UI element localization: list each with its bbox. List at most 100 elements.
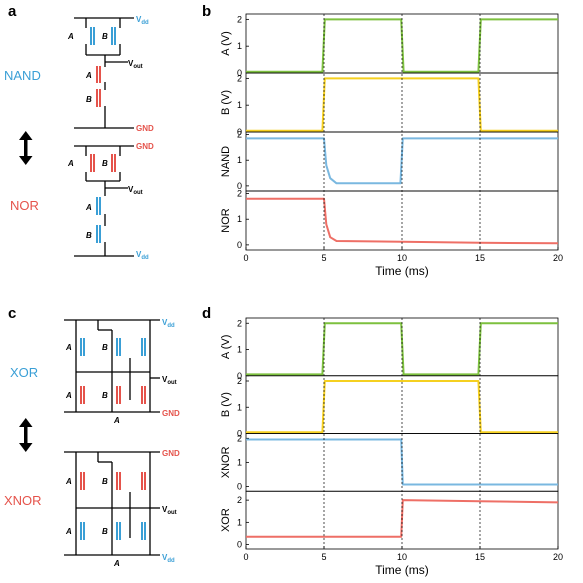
- y-tick-label: 2: [237, 433, 242, 443]
- vout-label: Vout: [162, 375, 177, 386]
- y-tick-label: 0: [237, 429, 242, 439]
- panel-label-c: c: [8, 305, 16, 322]
- y-tick-label: 0: [237, 240, 242, 250]
- input-b-label: B: [102, 391, 108, 400]
- y-tick-label: 2: [237, 376, 242, 386]
- y-tick-label: 1: [237, 155, 242, 165]
- xor-transistors: [80, 338, 146, 404]
- nor-transistors: [90, 154, 116, 243]
- chart-panel-d: 0 1 2 A (V) 0 1 2 B (V) 0 1 2 XNOR 0 1 2 XOR 0 5 10 15 20 Tim…: [220, 317, 563, 577]
- x-axis-label: Time (ms): [375, 563, 429, 577]
- y-tick-label: 1: [237, 517, 242, 527]
- series-line: [246, 197, 559, 245]
- input-a-label: A: [65, 527, 72, 536]
- subplot-frame: [245, 375, 559, 434]
- x-tick-label: 10: [397, 552, 407, 562]
- y-axis-label: XNOR: [220, 446, 232, 478]
- gnd-label: GND: [162, 449, 180, 458]
- series-line: [246, 77, 558, 132]
- input-a-label: A: [67, 32, 74, 41]
- x-axis-label: Time (ms): [375, 264, 429, 278]
- y-axis-label: B (V): [220, 392, 232, 417]
- panel-label-d: d: [202, 305, 211, 322]
- input-a-label: A: [67, 159, 74, 168]
- y-tick-label: 0: [237, 68, 242, 78]
- input-b-label: B: [102, 32, 108, 41]
- chart-panel-b: 0 1 2 A (V) 0 1 2 B (V) 0 1 2 NAND 0 1 2 NOR 0 5 10 15 20 Tim…: [220, 13, 563, 278]
- x-tick-label: 15: [475, 253, 485, 263]
- xnor-transistors: [80, 472, 146, 540]
- y-tick-label: 1: [237, 345, 242, 355]
- vdd-label: Vdd: [162, 553, 175, 564]
- y-axis-label: NAND: [220, 146, 232, 177]
- vdd-label: Vdd: [136, 250, 149, 261]
- x-tick-label: 5: [321, 253, 326, 263]
- nand-transistors: [90, 27, 116, 107]
- y-tick-label: 2: [237, 130, 242, 140]
- y-tick-label: 2: [237, 189, 242, 199]
- input-a-label: A: [65, 343, 72, 352]
- nor-schematic: [74, 145, 134, 257]
- input-b-label: B: [102, 527, 108, 536]
- y-axis-label: B (V): [220, 90, 232, 115]
- gate-name-nor: NOR: [10, 198, 39, 213]
- gnd-label: GND: [136, 142, 154, 151]
- gate-name-xor: XOR: [10, 365, 38, 380]
- input-a-label: A: [85, 203, 92, 212]
- input-a-label: A: [65, 477, 72, 486]
- y-tick-label: 1: [237, 100, 242, 110]
- vdd-label: Vdd: [162, 318, 175, 329]
- vout-label: Vout: [128, 185, 143, 196]
- y-tick-label: 2: [237, 318, 242, 328]
- y-tick-label: 1: [237, 41, 242, 51]
- x-tick-label: 20: [553, 253, 563, 263]
- input-b-label: B: [102, 477, 108, 486]
- x-tick-label: 5: [321, 552, 326, 562]
- y-axis-label: A (V): [220, 335, 232, 359]
- series-line: [246, 137, 558, 185]
- gate-name-nand: NAND: [4, 68, 41, 83]
- input-b-label: B: [86, 231, 92, 240]
- y-tick-label: 1: [237, 402, 242, 412]
- y-tick-label: 2: [237, 73, 242, 83]
- y-axis-label: XOR: [220, 508, 232, 532]
- xor-schematic: [64, 319, 160, 413]
- input-a-label: A: [113, 416, 120, 425]
- vout-label: Vout: [128, 59, 143, 70]
- series-line: [246, 499, 559, 538]
- double-arrow-icon: [19, 418, 33, 452]
- y-tick-label: 2: [237, 14, 242, 24]
- gnd-label: GND: [136, 124, 154, 133]
- input-a-label: A: [113, 559, 120, 568]
- y-tick-label: 2: [237, 495, 242, 505]
- x-tick-label: 0: [243, 552, 248, 562]
- y-tick-label: 0: [237, 540, 242, 550]
- input-b-label: B: [102, 343, 108, 352]
- y-tick-label: 1: [237, 457, 242, 467]
- gate-name-xnor: XNOR: [4, 493, 42, 508]
- vout-label: Vout: [162, 505, 177, 516]
- y-axis-label: A (V): [220, 31, 232, 55]
- series-line: [246, 322, 558, 376]
- panel-label-a: a: [8, 3, 17, 20]
- x-tick-label: 0: [243, 253, 248, 263]
- double-arrow-icon: [19, 131, 33, 165]
- x-tick-label: 20: [553, 552, 563, 562]
- x-tick-label: 15: [475, 552, 485, 562]
- vdd-label: Vdd: [136, 15, 149, 26]
- y-axis-label: NOR: [220, 208, 232, 233]
- y-tick-label: 0: [237, 481, 242, 491]
- input-b-label: B: [86, 95, 92, 104]
- y-tick-label: 0: [237, 181, 242, 191]
- series-line: [246, 380, 558, 434]
- y-tick-label: 0: [237, 371, 242, 381]
- y-tick-label: 0: [237, 127, 242, 137]
- input-a-label: A: [65, 391, 72, 400]
- gnd-label: GND: [162, 409, 180, 418]
- x-tick-label: 10: [397, 253, 407, 263]
- panel-label-b: b: [202, 3, 211, 20]
- series-line: [246, 18, 558, 73]
- y-tick-label: 1: [237, 214, 242, 224]
- nand-schematic: [74, 17, 134, 129]
